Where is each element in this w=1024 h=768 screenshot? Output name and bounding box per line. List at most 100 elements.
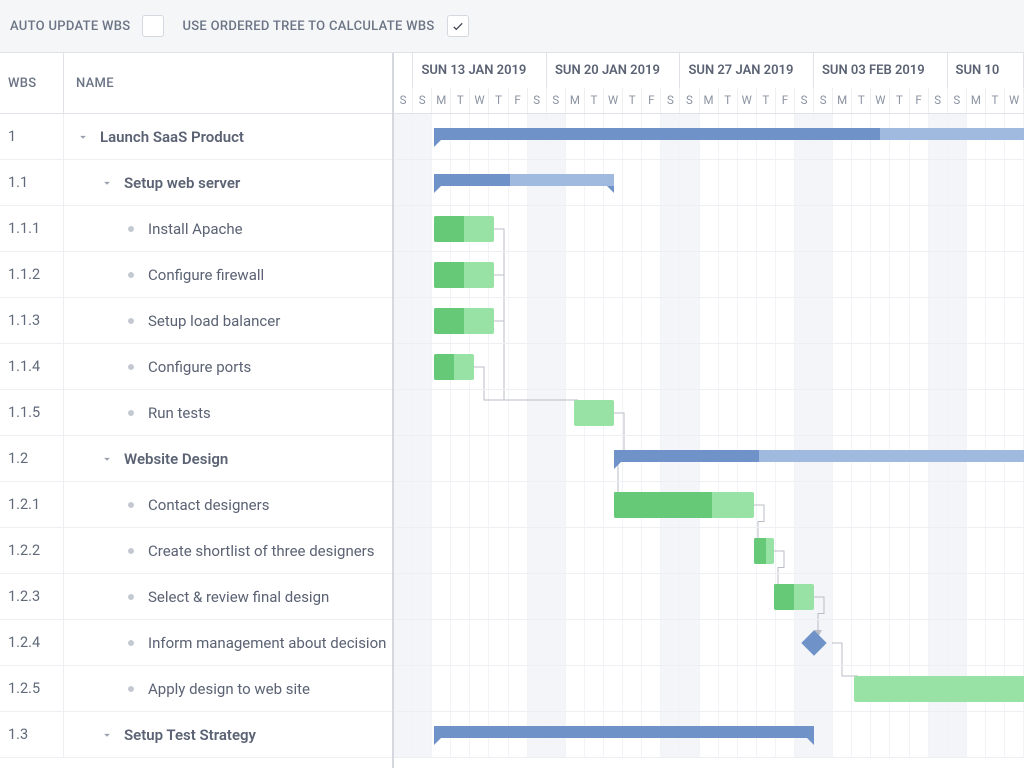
gantt-row <box>394 114 1024 160</box>
week-header: SUN 13 JAN 2019 <box>413 53 547 88</box>
gantt-task-bar[interactable] <box>774 584 814 610</box>
gantt-row <box>394 160 1024 206</box>
progress-fill <box>434 174 510 186</box>
wbs-cell: 1.1.2 <box>0 252 64 297</box>
chevron-down-icon <box>76 130 90 144</box>
day-header: F <box>910 88 929 113</box>
task-row[interactable]: 1.2.2Create shortlist of three designers <box>0 528 392 574</box>
gantt-task-bar[interactable] <box>854 676 1024 702</box>
col-header-name[interactable]: NAME <box>64 53 392 113</box>
progress-fill <box>434 354 454 380</box>
day-header: M <box>566 88 585 113</box>
gantt-row <box>394 528 1024 574</box>
chevron-down-icon <box>100 176 114 190</box>
task-row[interactable]: 1.1.1Install Apache <box>0 206 392 252</box>
progress-fill <box>754 538 766 564</box>
leaf-dot-icon <box>128 364 134 370</box>
week-header: SUN 03 FEB 2019 <box>814 53 948 88</box>
expand-toggle[interactable] <box>76 130 90 144</box>
gantt-summary-bar[interactable] <box>434 174 614 186</box>
leaf-dot-icon <box>128 502 134 508</box>
gantt-task-bar[interactable] <box>434 216 494 242</box>
progress-fill <box>774 584 794 610</box>
gantt-task-bar[interactable] <box>434 354 474 380</box>
day-header: W <box>1005 88 1024 113</box>
check-icon <box>451 19 465 33</box>
day-header: S <box>413 88 432 113</box>
task-row[interactable]: 1.1.3Setup load balancer <box>0 298 392 344</box>
task-name: Run tests <box>148 404 211 422</box>
task-row[interactable]: 1.2.1Contact designers <box>0 482 392 528</box>
gantt-row <box>394 482 1024 528</box>
gantt-summary-bar[interactable] <box>614 450 1024 462</box>
wbs-cell: 1.1.5 <box>0 390 64 435</box>
task-row[interactable]: 1.1.2Configure firewall <box>0 252 392 298</box>
day-header: M <box>432 88 451 113</box>
col-header-wbs[interactable]: WBS <box>0 53 64 113</box>
day-header: T <box>719 88 738 113</box>
tree-header: WBS NAME <box>0 53 392 114</box>
day-header: F <box>642 88 661 113</box>
ordered-tree-checkbox[interactable] <box>447 15 469 37</box>
day-header: T <box>852 88 871 113</box>
task-tree-panel: WBS NAME 1Launch SaaS Product1.1Setup we… <box>0 53 394 768</box>
day-header: S <box>661 88 680 113</box>
task-row[interactable]: 1.1Setup web server <box>0 160 392 206</box>
leaf-dot-icon <box>128 410 134 416</box>
gantt-task-bar[interactable] <box>434 262 494 288</box>
gantt-milestone[interactable] <box>801 630 826 655</box>
task-row[interactable]: 1.1.4Configure ports <box>0 344 392 390</box>
gantt-task-bar[interactable] <box>434 308 494 334</box>
progress-fill <box>434 262 464 288</box>
wbs-cell: 1.1.4 <box>0 344 64 389</box>
day-header: M <box>833 88 852 113</box>
wbs-cell: 1.3 <box>0 712 64 757</box>
timeline-days: SSMTWTFSSMTWTFSSMTWTFSSMTWTFSSMTW <box>394 88 1024 113</box>
gantt-summary-bar[interactable] <box>434 726 814 738</box>
day-header: M <box>700 88 719 113</box>
task-row[interactable]: 1.2.4Inform management about decision <box>0 620 392 666</box>
expand-toggle[interactable] <box>100 176 114 190</box>
gantt-summary-bar[interactable] <box>434 128 1024 140</box>
task-row[interactable]: 1.2.3Select & review final design <box>0 574 392 620</box>
gantt-task-bar[interactable] <box>614 492 754 518</box>
progress-fill <box>434 128 880 140</box>
name-cell: Select & review final design <box>64 588 392 606</box>
auto-update-label: AUTO UPDATE WBS <box>10 19 130 34</box>
leaf-dot-icon <box>128 594 134 600</box>
task-row[interactable]: 1Launch SaaS Product <box>0 114 392 160</box>
task-row[interactable]: 1.2.5 Apply design to web site <box>0 666 392 712</box>
task-row[interactable]: 1.3Setup Test Strategy <box>0 712 392 758</box>
auto-update-checkbox[interactable] <box>142 15 164 37</box>
gantt-row <box>394 574 1024 620</box>
day-header: W <box>604 88 623 113</box>
task-name: Select & review final design <box>148 588 329 606</box>
task-row[interactable]: 1.2Website Design <box>0 436 392 482</box>
task-name: Inform management about decision <box>148 634 386 652</box>
day-header: S <box>814 88 833 113</box>
progress-fill <box>434 308 464 334</box>
gantt-task-bar[interactable] <box>574 400 614 426</box>
task-name: Apply design to web site <box>148 680 310 698</box>
gantt-row <box>394 344 1024 390</box>
name-cell: Run tests <box>64 404 392 422</box>
gantt-row <box>394 206 1024 252</box>
wbs-cell: 1.2.2 <box>0 528 64 573</box>
progress-fill <box>434 216 464 242</box>
day-header: F <box>509 88 528 113</box>
name-cell: Configure firewall <box>64 266 392 284</box>
gantt-task-bar[interactable] <box>754 538 774 564</box>
week-header: SUN 20 JAN 2019 <box>547 53 681 88</box>
wbs-cell: 1.2.1 <box>0 482 64 527</box>
wbs-cell: 1.1.1 <box>0 206 64 251</box>
wbs-cell: 1.2.5 <box>0 666 64 711</box>
name-cell: Apply design to web site <box>64 680 392 698</box>
gantt-row <box>394 298 1024 344</box>
timeline-body[interactable] <box>394 114 1024 758</box>
day-header: T <box>986 88 1005 113</box>
task-row[interactable]: 1.1.5 Run tests <box>0 390 392 436</box>
expand-toggle[interactable] <box>100 452 114 466</box>
task-name: Launch SaaS Product <box>100 128 244 146</box>
name-cell: Setup Test Strategy <box>64 726 392 744</box>
expand-toggle[interactable] <box>100 728 114 742</box>
